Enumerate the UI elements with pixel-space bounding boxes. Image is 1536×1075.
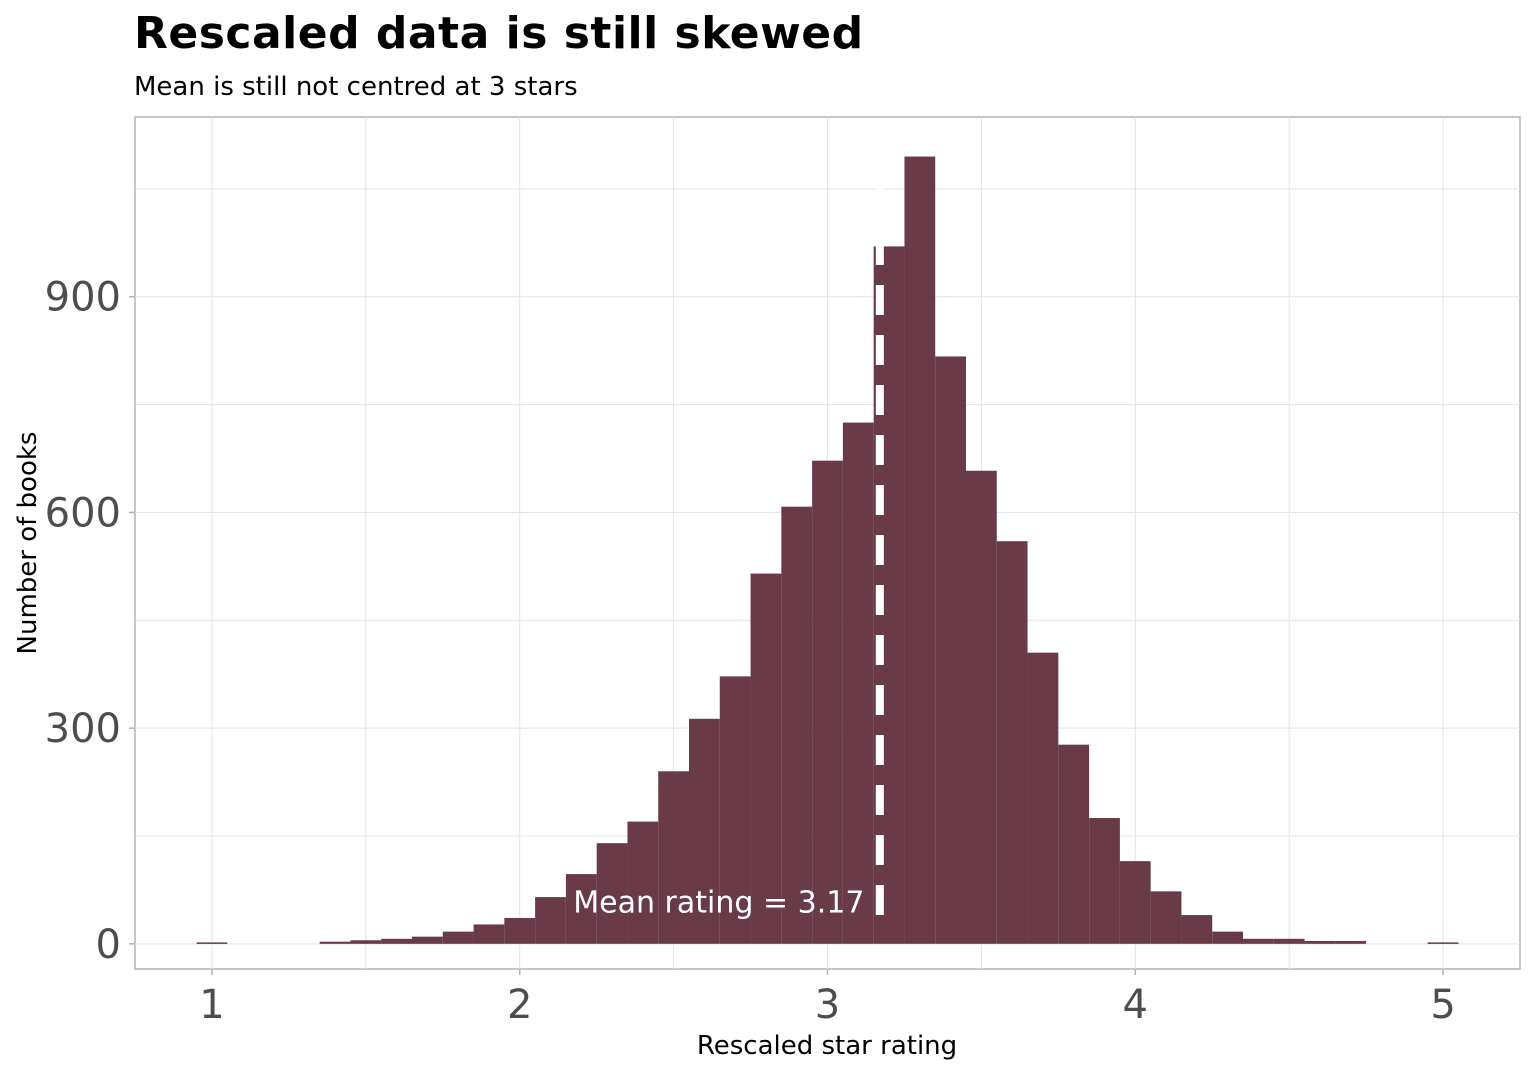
histogram-bar: [1335, 940, 1367, 944]
histogram-bar: [350, 940, 382, 944]
y-tick-label: 0: [96, 922, 121, 968]
histogram-bar: [1089, 818, 1120, 944]
histogram-bar: [689, 718, 720, 944]
histogram-bar: [935, 356, 966, 944]
histogram-bar: [473, 924, 505, 944]
histogram-bar: [535, 897, 566, 944]
histogram-bar: [1181, 915, 1213, 944]
chart-title: Rescaled data is still skewed: [134, 8, 864, 59]
histogram-bar: [966, 470, 997, 944]
x-tick-label: 1: [199, 982, 224, 1028]
histogram-bars: [196, 156, 1459, 944]
x-axis-ticks: 1 2 3 4 5: [199, 969, 1456, 1028]
histogram-bar: [812, 460, 843, 944]
y-axis-title: Number of books: [13, 432, 43, 655]
x-axis-title: Rescaled star rating: [697, 1031, 957, 1061]
histogram-bar: [381, 938, 412, 944]
x-tick-label: 5: [1430, 982, 1455, 1028]
y-axis-ticks: 0 300 600 900: [45, 275, 135, 968]
histogram-bar: [412, 936, 443, 944]
histogram-bar: [842, 422, 874, 944]
histogram-bar: [196, 942, 228, 944]
histogram-bar: [1058, 744, 1090, 944]
histogram-bar: [658, 771, 689, 944]
histogram-bar: [996, 541, 1028, 944]
histogram-bar: [750, 573, 782, 944]
histogram-bar: [904, 156, 936, 944]
histogram-bar: [1027, 652, 1059, 944]
histogram-bar: [504, 917, 536, 944]
histogram-bar: [319, 941, 351, 944]
histogram-bar: [1427, 942, 1459, 944]
histogram-bar: [719, 676, 751, 944]
histogram-bar: [1273, 938, 1305, 944]
histogram-bar: [565, 874, 597, 944]
histogram-bar: [1150, 891, 1182, 944]
y-tick-label: 600: [45, 490, 121, 536]
histogram-bar: [1212, 931, 1243, 944]
x-tick-label: 3: [815, 982, 840, 1028]
histogram-bar: [1243, 938, 1274, 944]
histogram-bar: [781, 506, 813, 944]
chart-subtitle: Mean is still not centred at 3 stars: [134, 72, 578, 102]
y-tick-label: 900: [45, 275, 121, 321]
x-tick-label: 2: [507, 982, 532, 1028]
mean-annotation: Mean rating = 3.17: [573, 886, 864, 921]
histogram-bar: [627, 821, 659, 944]
y-tick-label: 300: [45, 706, 121, 752]
histogram-bar: [1119, 861, 1151, 944]
histogram-bar: [442, 931, 474, 944]
histogram-bar: [1304, 940, 1336, 944]
histogram-bar: [596, 843, 628, 944]
x-tick-label: 4: [1123, 982, 1148, 1028]
